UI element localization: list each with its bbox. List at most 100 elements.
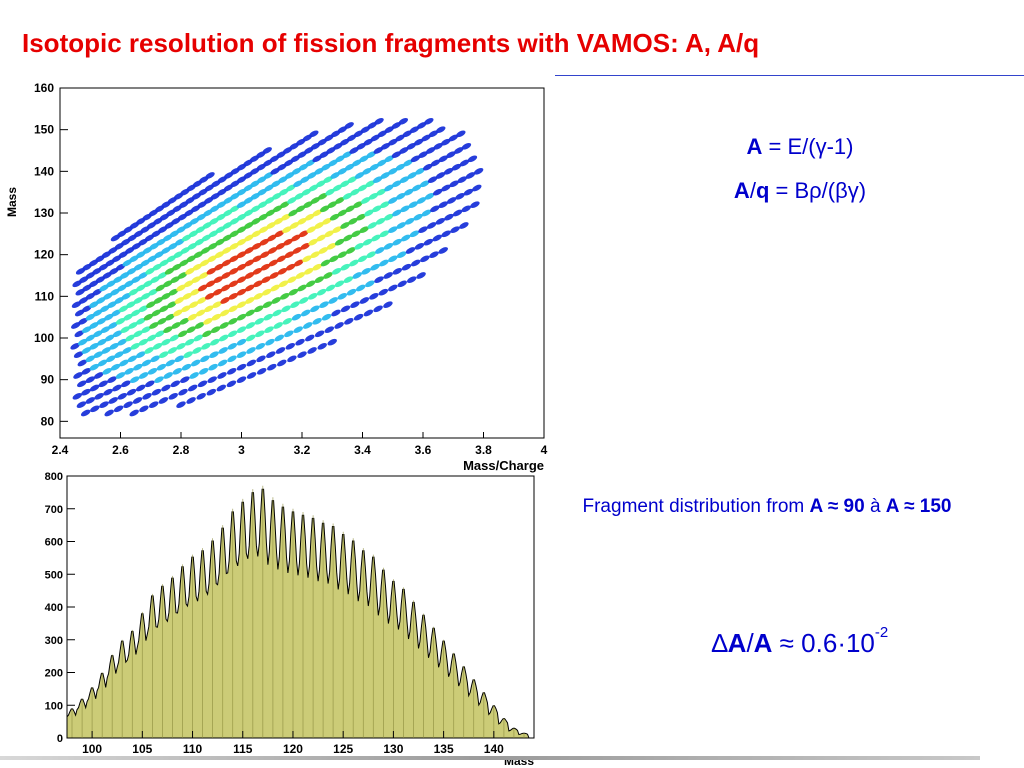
heatmap-cell <box>140 292 151 300</box>
heatmap-cell <box>213 276 223 284</box>
heatmap-cell <box>97 359 108 367</box>
formula-mass-over-charge: A/q = Bρ/(βγ) <box>733 178 867 203</box>
heatmap-cell <box>424 192 435 200</box>
heatmap-cell <box>407 172 417 179</box>
histogram-x-tick-label: 115 <box>233 742 253 756</box>
heatmap-cell <box>101 347 111 354</box>
histogram-axes: 100 105 110 115 120 125 130 135 140 0 100 200 300 400… <box>45 472 505 756</box>
heatmap-cell <box>420 255 430 263</box>
heatmap-cell <box>93 372 104 379</box>
heatmap-cell <box>353 201 363 209</box>
heatmap-cell <box>293 259 304 267</box>
heatmap-cell <box>250 205 261 213</box>
heatmap-cell <box>355 284 366 292</box>
heatmap-cell <box>377 130 387 138</box>
heatmap-cell <box>81 326 92 334</box>
heatmap-cell <box>138 305 148 313</box>
histogram-y-tick-label: 500 <box>45 569 63 581</box>
heatmap-cell <box>309 130 319 138</box>
heatmap-cell <box>191 276 201 284</box>
heatmap-cell <box>399 176 410 184</box>
heatmap-cell <box>414 242 425 250</box>
heatmap-cell <box>284 251 295 259</box>
heatmap-cell <box>342 151 352 159</box>
heatmap-cell <box>388 167 398 175</box>
heatmap-cell <box>418 226 428 234</box>
heatmap-cell <box>375 217 386 225</box>
heatmap-cell <box>161 292 171 300</box>
heatmap-cell <box>398 117 409 125</box>
heatmap-cell <box>400 234 411 242</box>
heatmap-cell <box>255 330 265 338</box>
heatmap-cell <box>96 297 106 304</box>
heatmap-cell <box>253 280 263 288</box>
heatmap-cell <box>74 309 85 317</box>
heatmap-cell <box>187 313 198 321</box>
heatmap-cell <box>207 376 217 384</box>
heatmap-cell <box>129 376 140 384</box>
heatmap-cell <box>131 276 141 284</box>
heatmap-cell <box>80 409 91 417</box>
heatmap-cell <box>120 326 130 334</box>
heatmap-cell <box>150 355 160 363</box>
heatmap-cell <box>89 301 99 309</box>
heatmap-cell <box>165 313 175 321</box>
heatmap-cell <box>148 288 158 296</box>
heatmap-cell <box>179 317 190 325</box>
heatmap-cell <box>221 247 232 254</box>
heatmap-cell <box>117 284 127 292</box>
heatmap-cell <box>202 330 212 338</box>
heatmap-cell <box>227 330 238 338</box>
heatmap-cell <box>334 238 345 246</box>
heatmap-cell <box>163 372 173 379</box>
heatmap-cell <box>107 376 117 384</box>
heatmap-cell <box>141 359 152 367</box>
heatmap-cell <box>217 372 227 379</box>
heatmap-cell <box>285 263 296 271</box>
heatmap-cell <box>435 217 446 225</box>
heatmap-cell <box>77 359 88 367</box>
heatmap-cell <box>228 292 239 300</box>
histogram-x-tick-label: 100 <box>82 742 102 756</box>
heatmap-cell <box>135 317 146 325</box>
heatmap-cell <box>133 297 143 304</box>
heatmap-cell <box>144 347 154 354</box>
heatmap-cell <box>312 317 322 325</box>
heatmap-cell <box>369 163 380 171</box>
heatmap-cell <box>444 213 454 221</box>
heatmap-cell <box>151 309 161 317</box>
heatmap-cell <box>127 355 138 363</box>
heatmap-cell <box>351 230 361 238</box>
heatmap-cell <box>178 388 188 396</box>
heatmap-cell <box>244 234 254 242</box>
heatmap-cell <box>85 376 96 384</box>
heatmap-cell <box>142 392 152 400</box>
heatmap-cell <box>253 292 264 300</box>
heatmap-x-tick-label: 3.4 <box>354 443 371 457</box>
heatmap-cell <box>297 217 307 225</box>
heatmap-cell <box>161 338 171 346</box>
heatmap-cell <box>211 313 222 321</box>
heatmap-cell <box>158 397 169 404</box>
heatmap-cell <box>395 134 405 142</box>
heatmap-cell <box>209 351 219 359</box>
heatmap-cell <box>206 388 217 396</box>
heatmap-cell <box>228 267 239 275</box>
heatmap-cell <box>154 376 164 384</box>
heatmap-cell <box>104 409 114 417</box>
heatmap-cell <box>472 184 482 192</box>
heatmap-cell <box>90 405 100 413</box>
histogram-y-tick-label: 600 <box>45 537 63 549</box>
heatmap-cell <box>169 334 180 342</box>
heatmap-cell <box>190 288 200 296</box>
heatmap-cell <box>228 317 238 325</box>
heatmap-cell <box>432 234 442 242</box>
heatmap-cell <box>396 251 407 259</box>
heatmap-cell <box>383 301 393 309</box>
histogram-y-tick-label: 800 <box>45 472 63 483</box>
heatmap-cell <box>260 251 270 259</box>
heatmap-cell <box>461 205 471 213</box>
heatmap-cell <box>138 338 149 346</box>
heatmap-cell <box>374 276 384 284</box>
heatmap-cell <box>365 180 375 188</box>
